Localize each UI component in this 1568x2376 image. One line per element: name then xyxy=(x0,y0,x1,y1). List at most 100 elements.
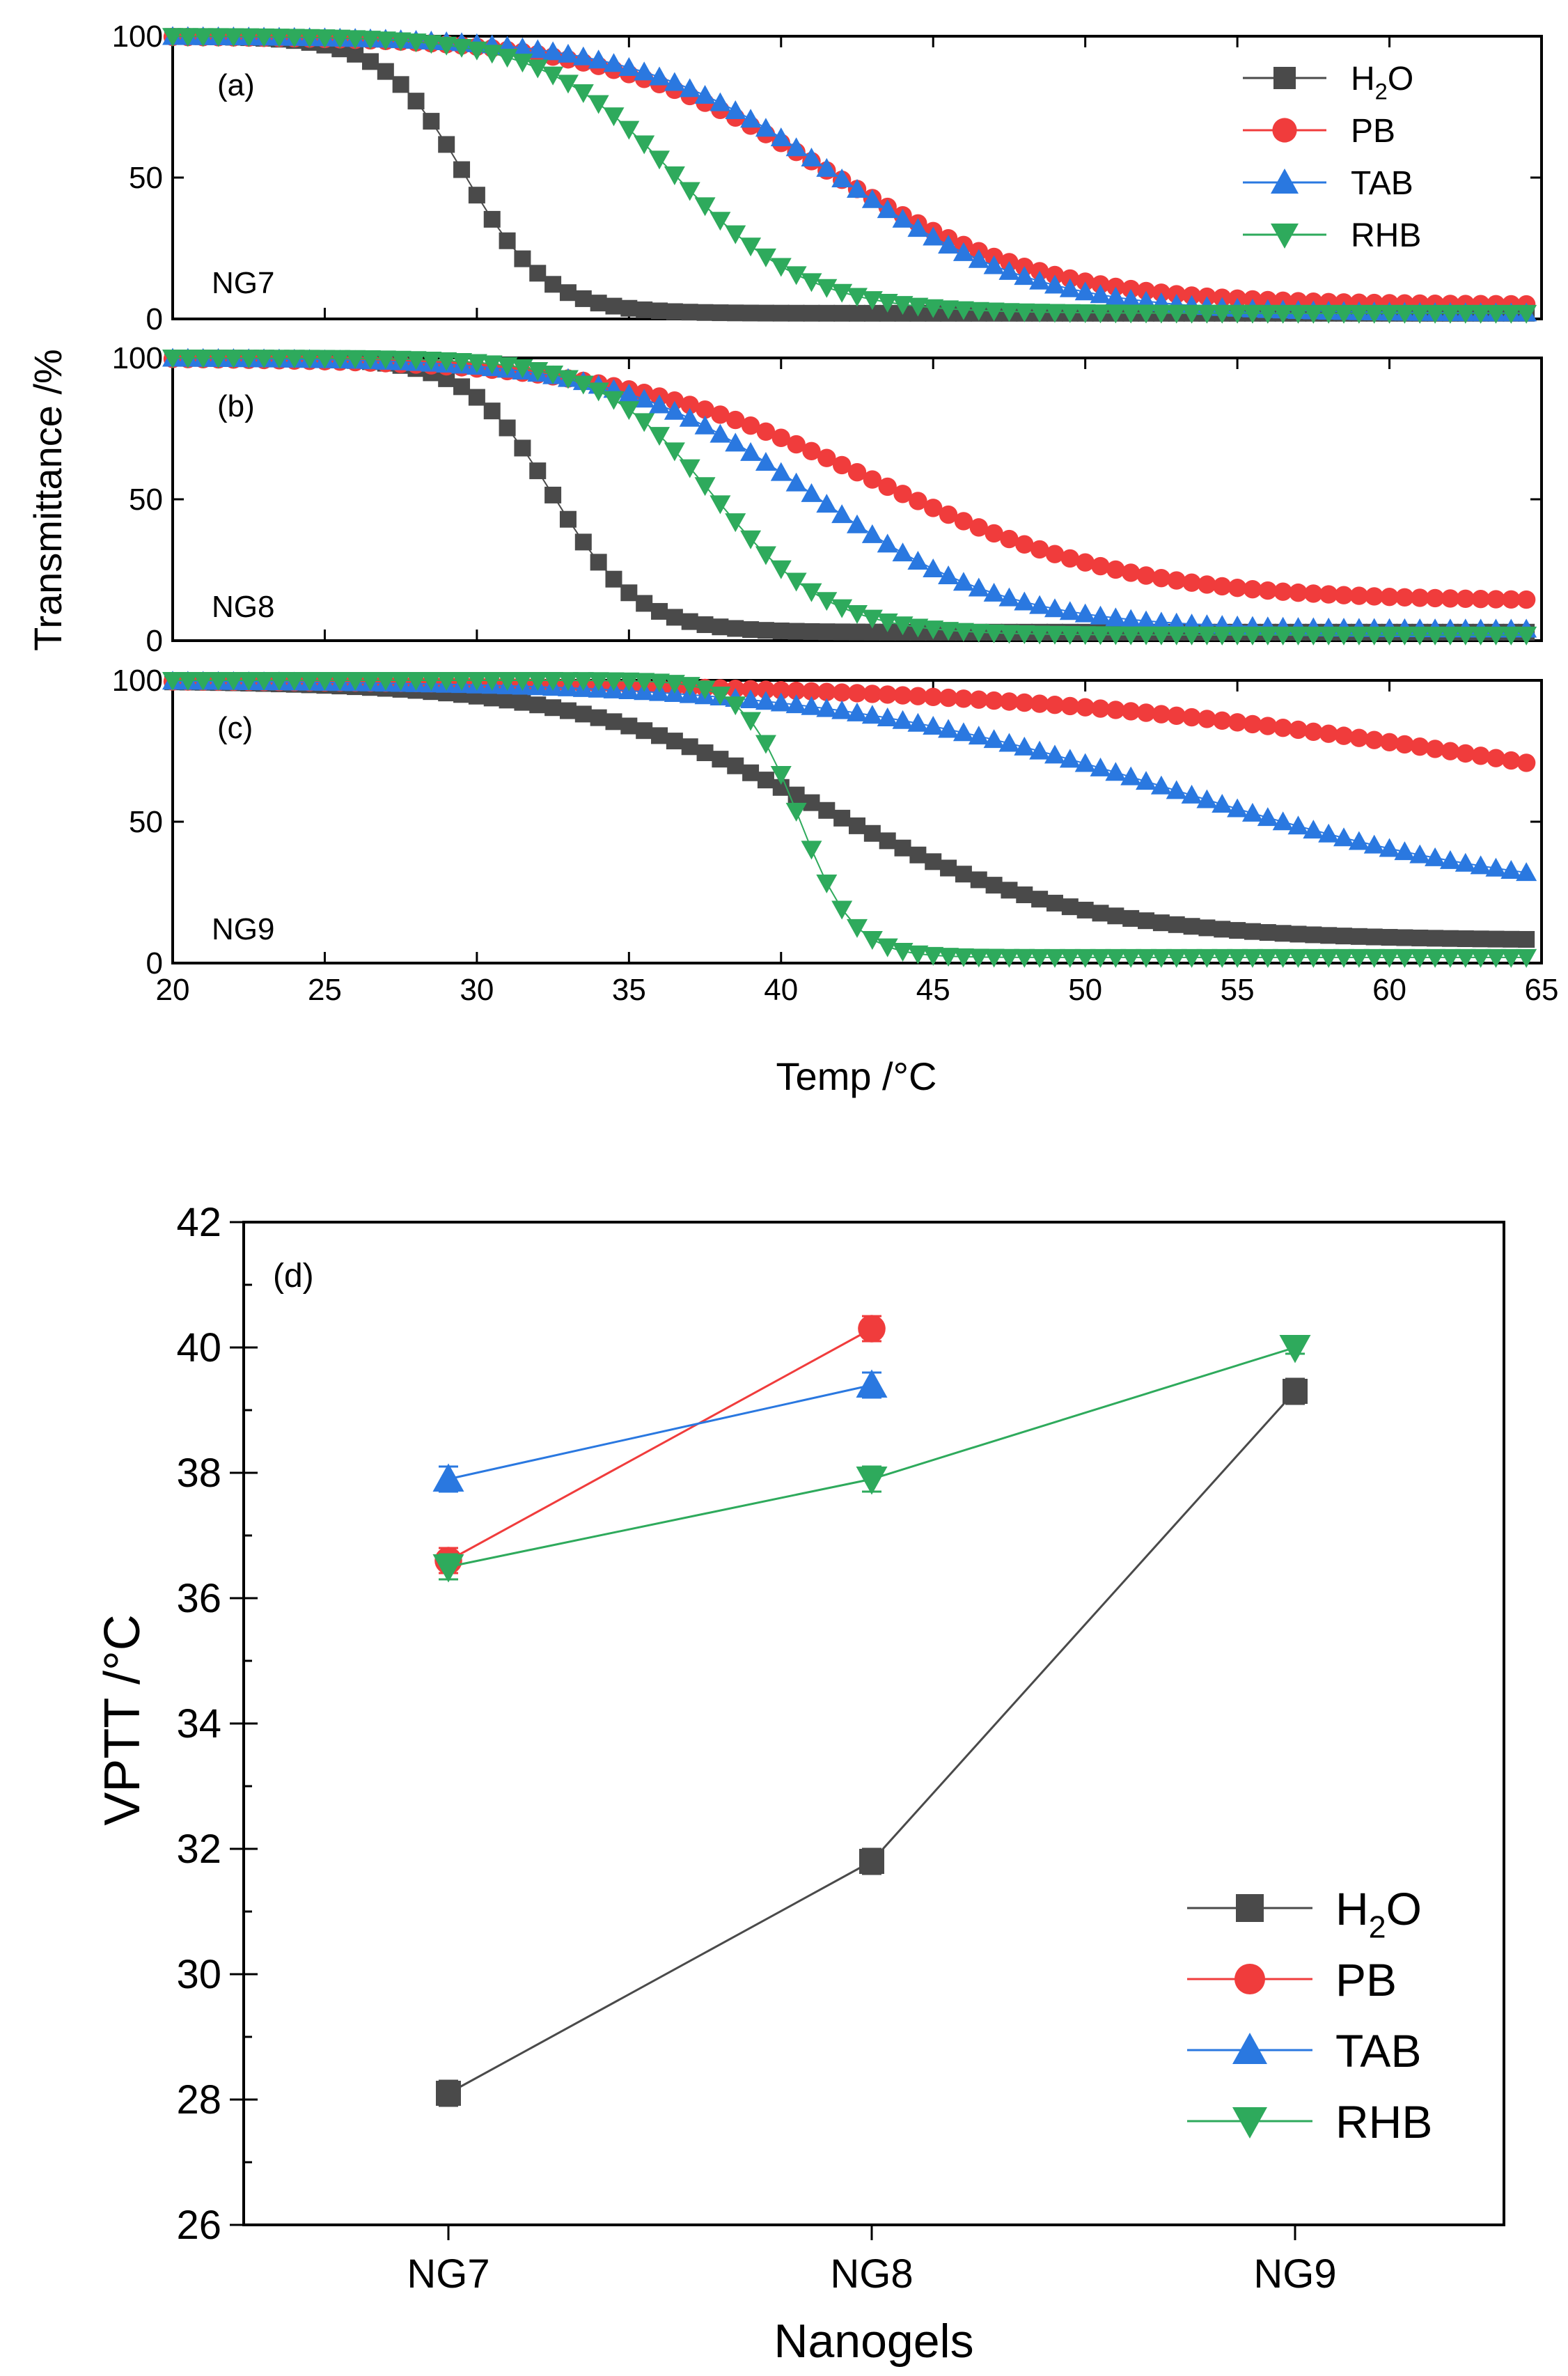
data-point xyxy=(1015,535,1034,554)
data-point xyxy=(1365,730,1383,749)
data-point xyxy=(514,250,531,267)
legend-item-tab: TAB xyxy=(1187,2025,1421,2077)
data-point xyxy=(1074,753,1096,772)
panel-c-label: (c) xyxy=(217,711,253,745)
x-tick-label: 40 xyxy=(764,973,798,1007)
data-point xyxy=(1350,928,1367,945)
data-point xyxy=(924,687,943,707)
data-point xyxy=(405,351,427,370)
data-point xyxy=(833,304,851,322)
data-point xyxy=(1470,304,1491,324)
data-point xyxy=(634,135,655,155)
data-point xyxy=(1044,274,1065,294)
data-point xyxy=(618,120,640,140)
data-point xyxy=(1409,844,1431,863)
data-point xyxy=(831,599,853,618)
data-point xyxy=(712,618,729,636)
data-point xyxy=(1394,626,1416,646)
legend-marker xyxy=(1234,1964,1265,1994)
data-point xyxy=(892,942,914,962)
data-point xyxy=(512,359,533,378)
data-point xyxy=(907,297,929,317)
data-point xyxy=(1379,948,1400,968)
data-point xyxy=(1380,733,1399,752)
y-tick-label: 36 xyxy=(176,1576,221,1621)
data-point xyxy=(421,672,442,691)
data-point xyxy=(740,237,762,257)
data-point xyxy=(787,681,806,701)
panel-a: 0 50 100 (a) NG7 xyxy=(112,19,1543,336)
data-point xyxy=(588,49,609,69)
data-point xyxy=(756,422,776,441)
data-point xyxy=(679,459,700,478)
data-point xyxy=(831,283,853,303)
data-point xyxy=(923,620,944,640)
data-point xyxy=(664,72,685,91)
data-point xyxy=(192,672,214,691)
data-point xyxy=(1471,747,1490,765)
data-point xyxy=(968,302,989,321)
data-point xyxy=(818,304,836,322)
data-point xyxy=(1241,802,1263,822)
data-point xyxy=(1333,827,1355,847)
data-point xyxy=(1516,590,1536,609)
data-point xyxy=(1090,757,1111,776)
data-point xyxy=(1257,626,1278,646)
data-point xyxy=(1120,766,1142,786)
data-point xyxy=(590,709,607,726)
data-point xyxy=(1059,304,1081,323)
data-point xyxy=(909,687,927,705)
data-point xyxy=(801,583,822,602)
data-point xyxy=(1136,566,1156,585)
data-point xyxy=(649,66,671,86)
data-point xyxy=(1166,626,1187,646)
data-point xyxy=(1441,742,1460,760)
data-point xyxy=(863,685,882,703)
data-point xyxy=(177,28,198,47)
data-point xyxy=(818,623,836,641)
data-point xyxy=(938,300,959,320)
data-point xyxy=(816,157,838,177)
data-point xyxy=(757,772,774,789)
data-point xyxy=(1272,948,1294,968)
panel-b-sample: NG8 xyxy=(212,590,274,624)
data-point xyxy=(649,150,671,170)
data-point xyxy=(1090,626,1111,646)
data-point xyxy=(1470,626,1491,646)
top-x-axis-title: Temp /°C xyxy=(776,1054,937,1098)
data-point xyxy=(634,389,655,408)
data-point xyxy=(1167,571,1186,590)
data-point xyxy=(1320,927,1338,944)
data-point xyxy=(770,765,792,785)
data-point xyxy=(1279,1335,1311,1363)
data-point xyxy=(859,1849,884,1874)
data-point xyxy=(1305,926,1322,944)
data-point xyxy=(283,672,305,691)
legend-item-tab: TAB xyxy=(1243,165,1413,202)
data-point xyxy=(696,304,714,321)
data-point xyxy=(620,717,638,735)
data-point xyxy=(1425,948,1446,968)
data-point xyxy=(268,350,290,369)
legend-marker xyxy=(1271,169,1299,194)
data-point xyxy=(847,684,867,703)
data-point xyxy=(253,28,275,47)
data-point xyxy=(741,680,760,699)
panel-c: 0 50 100 (c) NG9 xyxy=(112,664,1543,980)
data-point xyxy=(1074,281,1096,301)
data-point xyxy=(725,100,746,120)
data-point xyxy=(590,295,607,312)
data-point xyxy=(1029,948,1051,968)
data-point xyxy=(559,702,577,719)
data-point xyxy=(636,301,653,318)
data-point xyxy=(1182,573,1201,592)
data-point xyxy=(314,29,336,49)
data-point xyxy=(544,699,562,717)
x-tick-label: 20 xyxy=(156,973,190,1007)
data-point xyxy=(451,38,473,58)
data-point xyxy=(1228,578,1247,597)
data-point xyxy=(1059,749,1081,768)
data-point xyxy=(1196,789,1218,808)
data-point xyxy=(651,302,668,320)
data-point xyxy=(694,477,716,497)
